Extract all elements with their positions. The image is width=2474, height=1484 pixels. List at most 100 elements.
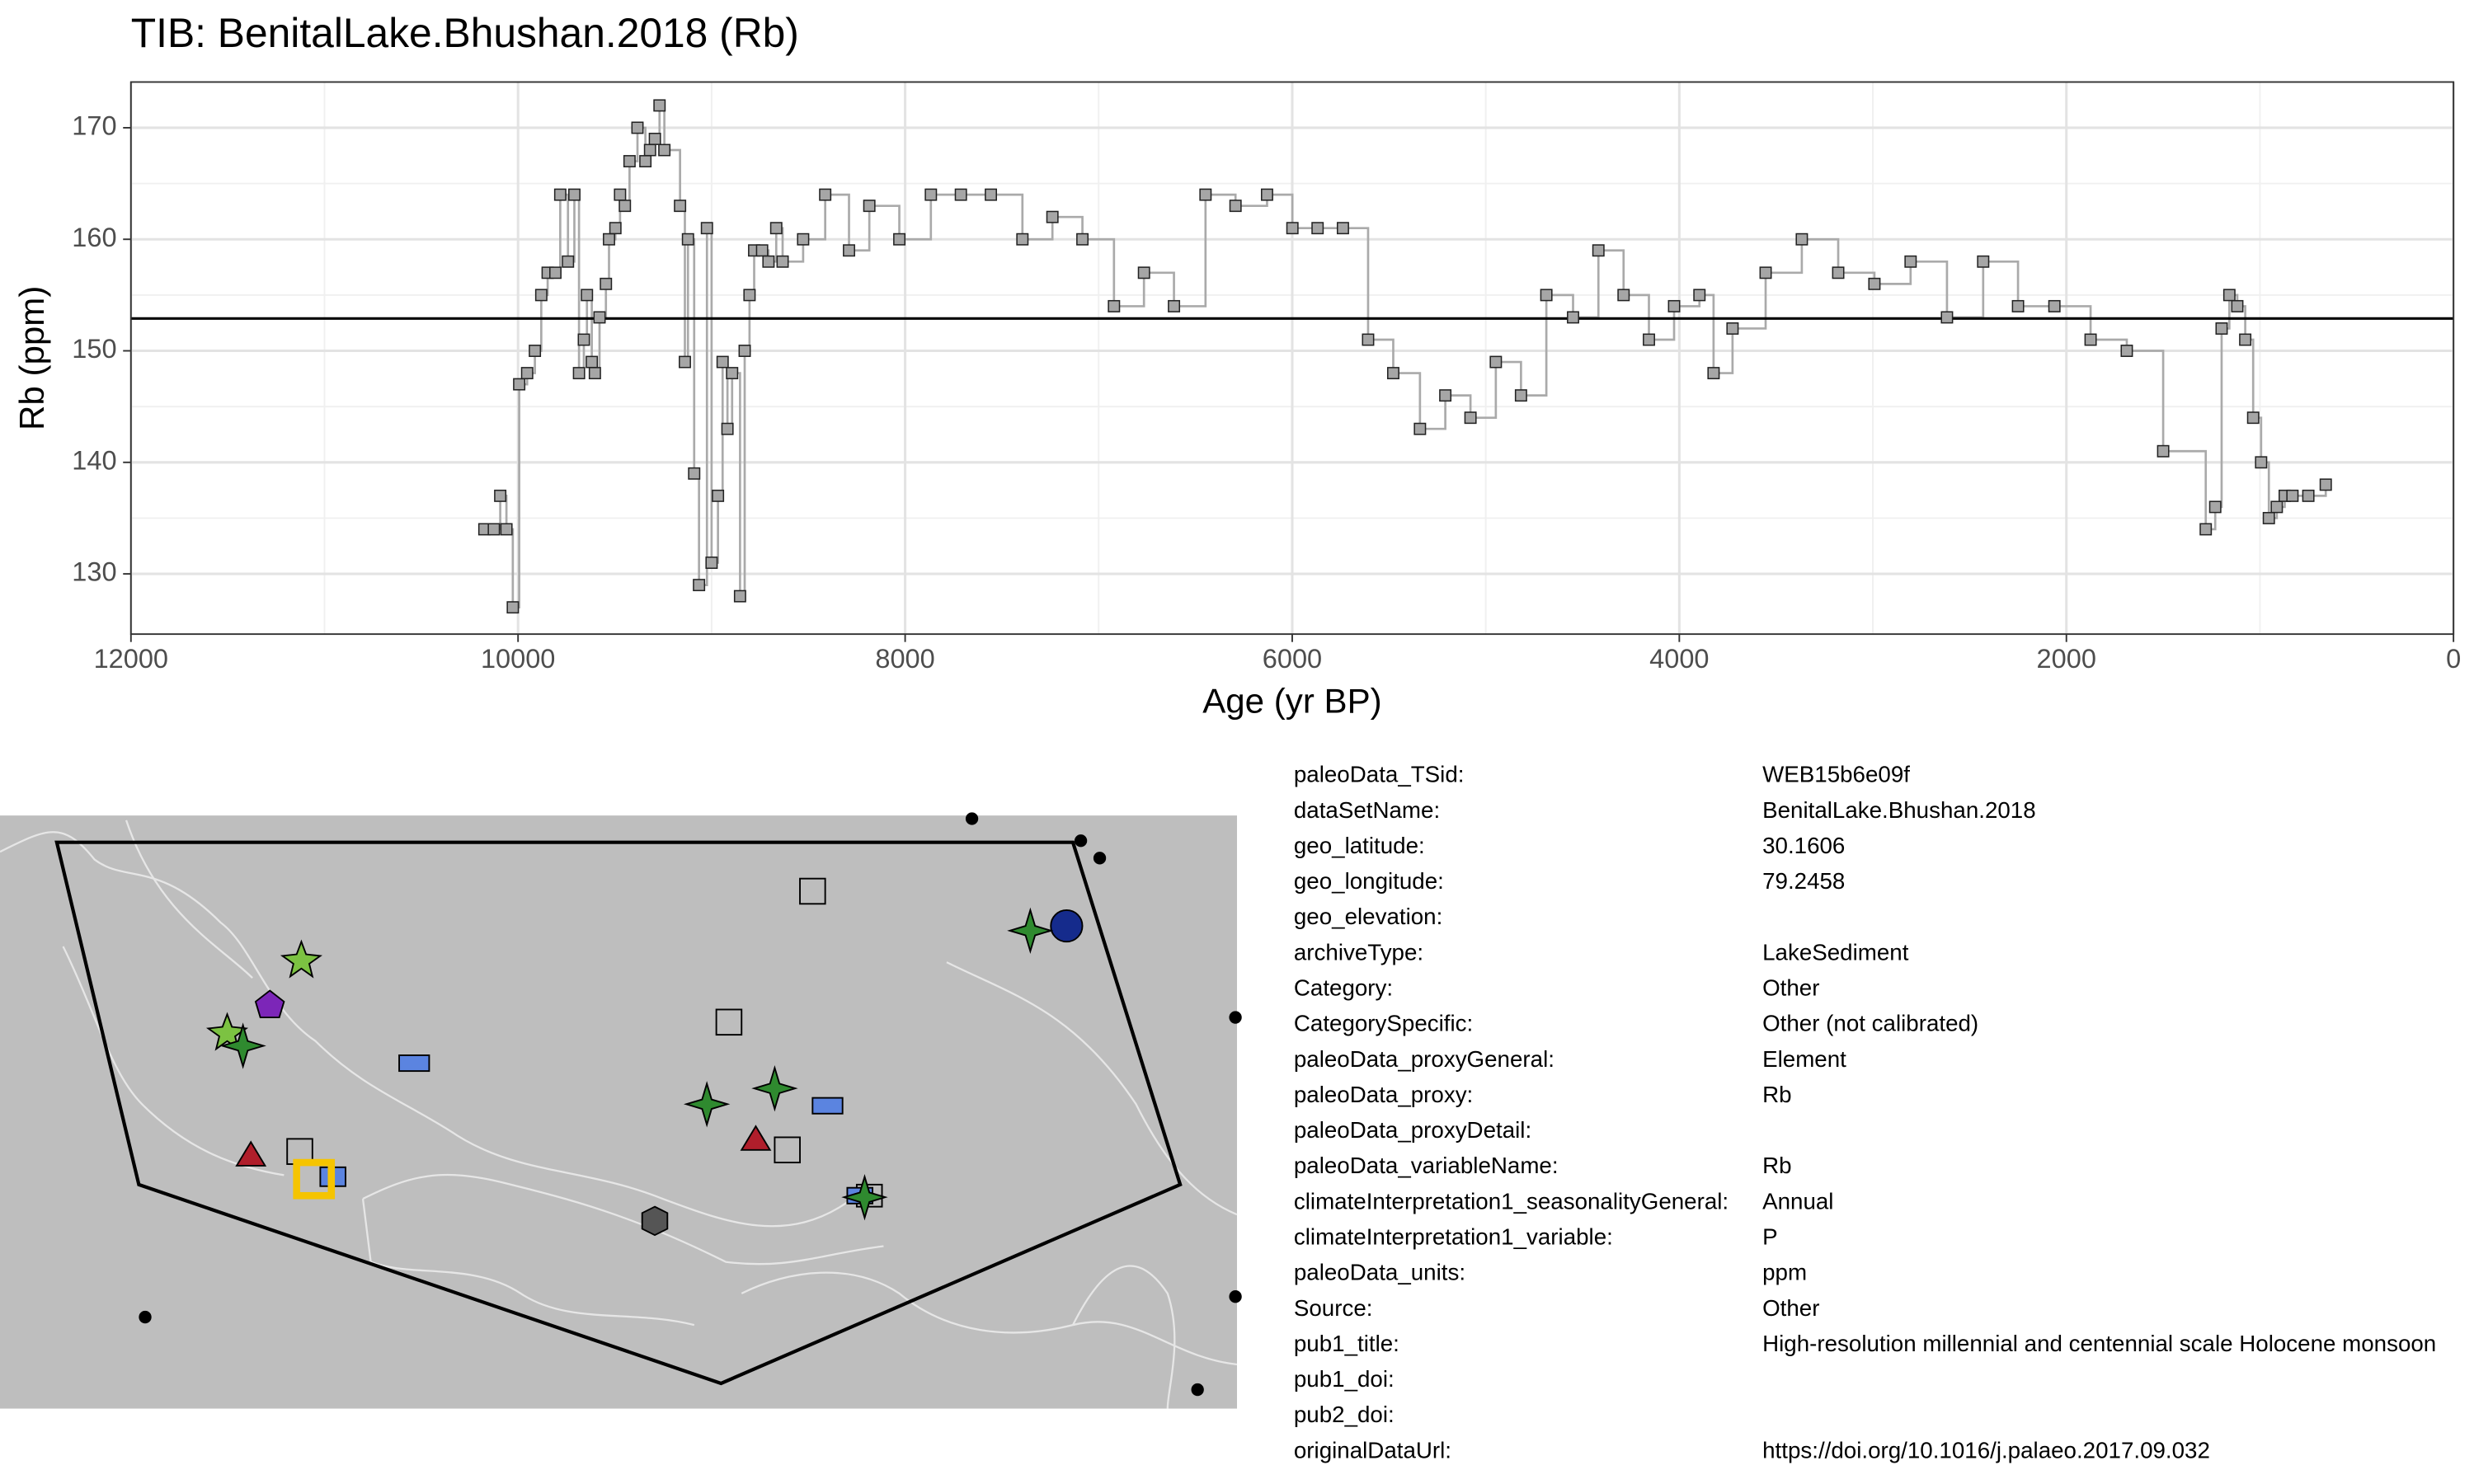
data-point bbox=[1540, 289, 1553, 302]
metadata-key: CategorySpecific: bbox=[1294, 1011, 1473, 1036]
data-point bbox=[600, 277, 613, 290]
data-point bbox=[506, 601, 520, 614]
data-point bbox=[2319, 478, 2332, 491]
data-point bbox=[643, 143, 656, 157]
data-point bbox=[2048, 299, 2061, 312]
x-tick-label: 6000 bbox=[1263, 644, 1322, 674]
data-point bbox=[1199, 188, 1212, 201]
site-markers bbox=[139, 812, 1242, 1397]
data-point bbox=[674, 200, 687, 213]
x-tick-label: 0 bbox=[2446, 644, 2461, 674]
data-point bbox=[738, 345, 751, 357]
data-point bbox=[588, 367, 601, 380]
metadata-key: dataSetName: bbox=[1294, 797, 1440, 823]
metadata-value: BenitalLake.Bhushan.2018 bbox=[1762, 797, 2036, 823]
x-tick-label: 8000 bbox=[875, 644, 934, 674]
y-tick-label: 170 bbox=[72, 111, 116, 141]
data-point bbox=[1168, 299, 1181, 312]
data-point bbox=[2246, 411, 2260, 425]
metadata-key: pub1_doi: bbox=[1294, 1366, 1395, 1392]
data-point bbox=[726, 367, 739, 380]
x-tick-label: 2000 bbox=[2037, 644, 2096, 674]
data-point bbox=[954, 188, 967, 201]
data-point bbox=[1868, 277, 1881, 290]
data-point bbox=[2262, 511, 2275, 524]
metadata-key: climateInterpretation1_seasonalityGenera… bbox=[1294, 1188, 1729, 1214]
data-point bbox=[2011, 299, 2025, 312]
data-point bbox=[577, 333, 590, 346]
data-point bbox=[1016, 232, 1029, 246]
metadata-key: paleoData_proxyGeneral: bbox=[1294, 1046, 1554, 1072]
metadata-value: WEB15b6e09f bbox=[1762, 762, 1910, 787]
data-point bbox=[1795, 232, 1808, 246]
data-point bbox=[549, 266, 562, 279]
metadata-key: Source: bbox=[1294, 1295, 1373, 1321]
data-point bbox=[1707, 367, 1720, 380]
metadata-value: Element bbox=[1762, 1046, 1846, 1072]
data-point bbox=[797, 232, 810, 246]
data-point bbox=[681, 232, 694, 246]
data-point bbox=[586, 355, 599, 369]
data-point bbox=[639, 155, 652, 168]
borders bbox=[0, 819, 1238, 1409]
metadata-value: Other bbox=[1762, 975, 1819, 1001]
data-point bbox=[2215, 322, 2228, 335]
data-point bbox=[2208, 500, 2222, 514]
data-point bbox=[1286, 222, 1299, 235]
data-point bbox=[1076, 232, 1089, 246]
data-point bbox=[1617, 289, 1630, 302]
metadata-key: pub2_doi: bbox=[1294, 1402, 1395, 1427]
data-point bbox=[700, 222, 713, 235]
metadata-key: climateInterpretation1_variable: bbox=[1294, 1224, 1613, 1250]
data-point bbox=[893, 232, 905, 246]
data-point bbox=[716, 355, 729, 369]
data-point bbox=[581, 289, 594, 302]
data-point bbox=[572, 367, 586, 380]
data-point bbox=[762, 255, 775, 268]
data-point bbox=[614, 188, 627, 201]
metadata-key: paleoData_units: bbox=[1294, 1260, 1465, 1285]
metadata-value: https://doi.org/10.1016/j.palaeo.2017.09… bbox=[1762, 1437, 2210, 1463]
data-point bbox=[1643, 333, 1655, 346]
metadata-key: archiveType: bbox=[1294, 939, 1423, 965]
metadata-value: Annual bbox=[1762, 1188, 1833, 1214]
metadata-key: paleoData_TSid: bbox=[1294, 762, 1465, 787]
data-point bbox=[513, 378, 526, 391]
data-point bbox=[658, 143, 671, 157]
data-point bbox=[924, 188, 938, 201]
data-point bbox=[776, 255, 789, 268]
data-point bbox=[843, 244, 855, 257]
data-point bbox=[2157, 444, 2170, 458]
data-point bbox=[1592, 244, 1605, 257]
x-axis-title: Age (yr BP) bbox=[1202, 681, 1381, 720]
data-point bbox=[1726, 322, 1739, 335]
data-point bbox=[863, 200, 876, 213]
data-point bbox=[1693, 289, 1706, 302]
data-point bbox=[618, 200, 632, 213]
data-point bbox=[693, 579, 706, 592]
y-tick-label: 150 bbox=[72, 334, 116, 364]
data-point bbox=[593, 311, 606, 324]
data-point bbox=[2222, 289, 2236, 302]
metadata-key: pub1_title: bbox=[1294, 1331, 1399, 1356]
map bbox=[0, 812, 1242, 1409]
data-point bbox=[1336, 222, 1349, 235]
metadata-key: geo_longitude: bbox=[1294, 868, 1444, 894]
metadata-value: Other (not calibrated) bbox=[1762, 1011, 1978, 1036]
data-point bbox=[721, 422, 734, 435]
data-point bbox=[1514, 389, 1527, 402]
data-point bbox=[1489, 355, 1503, 369]
data-point bbox=[1413, 422, 1427, 435]
x-tick-label: 12000 bbox=[94, 644, 168, 674]
data-point bbox=[2255, 456, 2268, 469]
data-point bbox=[623, 155, 636, 168]
metadata-key: geo_elevation: bbox=[1294, 904, 1442, 929]
data-point bbox=[653, 99, 666, 112]
data-point bbox=[2231, 299, 2244, 312]
data-point bbox=[2199, 523, 2213, 536]
data-point bbox=[520, 367, 534, 380]
metadata-value: High-resolution millennial and centennia… bbox=[1762, 1331, 2436, 1356]
y-axis-title: Rb (ppm) bbox=[12, 286, 51, 430]
